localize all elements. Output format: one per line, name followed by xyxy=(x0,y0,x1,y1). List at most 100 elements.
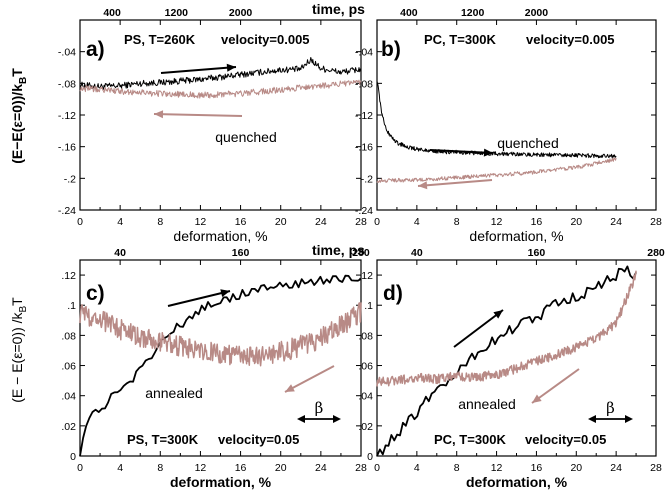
y-tick-label: -.2 xyxy=(361,173,373,185)
y-tick-label: -.12 xyxy=(58,110,76,122)
y-tick-label: .12 xyxy=(61,270,76,282)
condition-label: PC, T=300K xyxy=(434,432,507,447)
top-tick-label: 2000 xyxy=(229,7,253,19)
ylabel-top: (E−E(ε=0))/kBT xyxy=(9,68,29,164)
y-tick-label: -.16 xyxy=(58,142,76,154)
x-tick-label: 20 xyxy=(570,216,582,228)
x-tick-label: 28 xyxy=(650,216,662,228)
forward-arrow-head xyxy=(220,289,230,298)
top-tick-label: 160 xyxy=(232,247,250,259)
top-tick-label: 1200 xyxy=(165,7,189,19)
beta-arrow-left xyxy=(588,415,596,423)
x-tick-label: 4 xyxy=(117,216,123,228)
x-axis-label: deformation, % xyxy=(469,228,563,244)
x-tick-label: 8 xyxy=(454,216,460,228)
top-tick-label: 40 xyxy=(114,247,126,259)
x-tick-label: 8 xyxy=(157,216,163,228)
series-line-forward xyxy=(79,274,362,457)
x-tick-label: 28 xyxy=(355,216,367,228)
condition-label: PC, T=300K xyxy=(424,32,497,47)
velocity-label: velocity=0.005 xyxy=(221,32,310,47)
x-tick-label: 16 xyxy=(531,462,543,474)
ylabel-bottom: (E − E(ε=0)) /kBT xyxy=(9,297,29,403)
series-line-reverse xyxy=(79,302,362,367)
x-tick-label: 24 xyxy=(315,216,327,228)
beta-symbol: β xyxy=(315,399,324,417)
velocity-label: velocity=0.005 xyxy=(526,32,615,47)
velocity-label: velocity=0.05 xyxy=(525,432,606,447)
series-line-forward xyxy=(376,81,617,159)
y-tick-label: .04 xyxy=(358,391,373,403)
state-annotation: annealed xyxy=(145,385,203,401)
forward-arrow xyxy=(167,290,231,307)
forward-arrow xyxy=(429,149,494,154)
x-tick-label: 4 xyxy=(414,462,420,474)
y-tick-label: -.2 xyxy=(64,173,76,185)
top-axis-label: time, ps xyxy=(312,1,365,17)
reverse-arrow-head xyxy=(285,384,295,392)
y-tick-label: .08 xyxy=(61,330,76,342)
forward-arrow-head xyxy=(483,148,493,157)
x-tick-label: 8 xyxy=(454,462,460,474)
top-tick-label: 280 xyxy=(352,247,370,259)
y-tick-label: .02 xyxy=(61,421,76,433)
plot-frame-b xyxy=(376,19,657,211)
reverse-arrow xyxy=(284,365,335,393)
x-tick-label: 28 xyxy=(355,462,367,474)
x-axis-label: deformation, % xyxy=(170,474,272,490)
y-tick-label: 0 xyxy=(70,451,76,463)
beta-arrow-right xyxy=(625,415,633,423)
forward-arrow-head xyxy=(493,310,503,319)
series-line-reverse xyxy=(376,270,637,387)
y-tick-label: .1 xyxy=(364,300,373,312)
y-tick-label: -.08 xyxy=(355,78,373,90)
top-tick-label: 400 xyxy=(400,7,418,19)
y-tick-label: .12 xyxy=(358,270,373,282)
top-axis-label: time, ps xyxy=(312,242,365,258)
x-tick-label: 16 xyxy=(235,216,247,228)
x-tick-label: 12 xyxy=(195,462,207,474)
x-tick-label: 0 xyxy=(374,462,380,474)
x-tick-label: 12 xyxy=(491,216,503,228)
x-axis-label: deformation, % xyxy=(173,228,267,244)
top-tick-label: 1200 xyxy=(461,7,485,19)
panel-a: 0 4 8 12 16 20 24 28 -.24 -.2 -.16 -.12 -.08 -.04 400 1… xyxy=(58,1,367,244)
x-tick-label: 0 xyxy=(77,216,83,228)
series-line-forward xyxy=(79,57,362,90)
y-tick-label: .08 xyxy=(358,330,373,342)
x-tick-label: 4 xyxy=(414,216,420,228)
x-tick-label: 4 xyxy=(117,462,123,474)
y-tick-label: -.04 xyxy=(58,47,76,59)
x-tick-label: 12 xyxy=(491,462,503,474)
top-tick-label: 2000 xyxy=(525,7,549,19)
x-tick-label: 20 xyxy=(570,462,582,474)
reverse-arrow-head xyxy=(532,394,542,403)
y-tick-label: .02 xyxy=(358,421,373,433)
y-tick-label: -.08 xyxy=(58,78,76,90)
x-axis-label: deformation, % xyxy=(466,474,568,490)
reverse-arrow xyxy=(531,368,580,404)
top-tick-label: 40 xyxy=(411,247,423,259)
y-tick-label: .04 xyxy=(61,391,76,403)
reverse-arrow-head xyxy=(154,110,164,119)
series-line-reverse xyxy=(376,157,617,183)
x-tick-label: 16 xyxy=(235,462,247,474)
state-annotation: annealed xyxy=(458,396,516,412)
series-line-reverse xyxy=(79,79,362,99)
beta-arrow-right xyxy=(333,415,341,423)
panel-label: b) xyxy=(381,38,401,61)
condition-label: PS, T=260K xyxy=(124,32,196,47)
reverse-arrow xyxy=(153,113,243,117)
top-tick-label: 160 xyxy=(528,247,546,259)
panel-label: c) xyxy=(86,282,105,305)
x-tick-label: 28 xyxy=(650,462,662,474)
panel-label: a) xyxy=(86,38,105,61)
y-tick-label: -.24 xyxy=(355,205,373,217)
plot-frame-d xyxy=(376,259,657,457)
x-tick-label: 12 xyxy=(195,216,207,228)
x-tick-label: 24 xyxy=(610,462,622,474)
state-annotation: quenched xyxy=(497,135,559,151)
y-tick-label: 0 xyxy=(367,451,373,463)
